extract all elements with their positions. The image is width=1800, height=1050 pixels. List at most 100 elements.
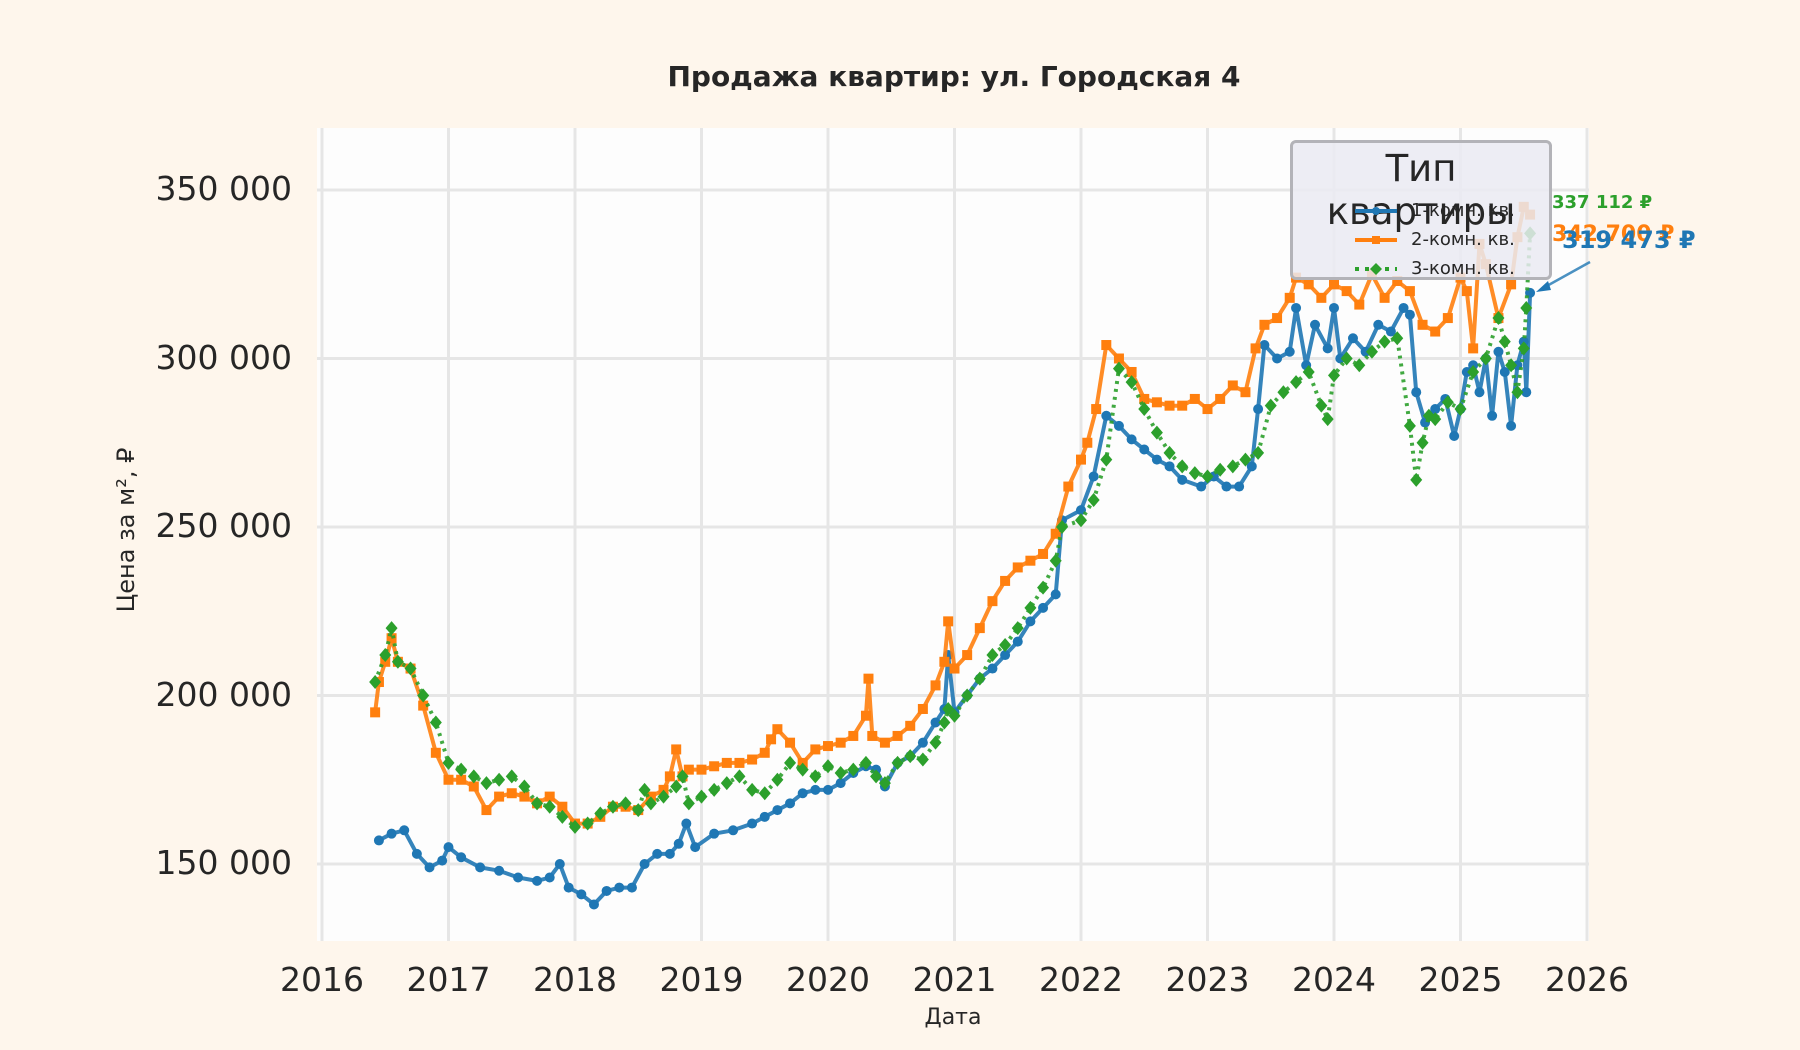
x-tick-label: 2023: [1165, 960, 1250, 999]
data-point-marker: [772, 724, 783, 735]
data-point-marker: [1214, 462, 1227, 477]
data-point-marker: [481, 805, 492, 816]
data-point-marker: [879, 737, 890, 748]
data-point-marker: [519, 791, 530, 802]
data-point-marker: [1430, 326, 1441, 337]
data-point-marker: [532, 875, 543, 886]
data-point-marker: [1410, 472, 1423, 487]
value-annotation: 337 112 ₽: [1552, 192, 1653, 213]
data-point-marker: [1392, 275, 1403, 286]
data-point-marker: [1025, 555, 1036, 566]
data-point-marker: [823, 741, 833, 752]
data-point-marker: [1239, 452, 1252, 467]
data-point-marker: [1506, 279, 1517, 290]
data-point-marker: [1347, 333, 1358, 344]
data-point-marker: [939, 656, 950, 667]
data-point-marker: [905, 720, 916, 731]
data-point-marker: [1277, 385, 1290, 400]
data-point-marker: [411, 848, 422, 859]
data-point-marker: [747, 754, 758, 765]
x-tick-label: 2025: [1418, 960, 1503, 999]
data-point-marker: [1000, 575, 1011, 586]
data-point-marker: [1340, 351, 1353, 366]
data-point-marker: [860, 710, 871, 721]
data-point-marker: [835, 737, 846, 748]
data-point-marker: [682, 796, 695, 811]
data-point-marker: [835, 778, 846, 789]
data-point-marker: [1416, 435, 1429, 450]
data-point-marker: [690, 842, 701, 853]
data-point-marker: [418, 700, 429, 711]
data-point-marker: [657, 789, 670, 804]
data-point-marker: [594, 806, 607, 821]
data-point-marker: [1176, 459, 1189, 474]
data-point-marker: [1188, 466, 1201, 481]
data-point-marker: [1272, 313, 1283, 324]
legend: Тип квартиры 1-комн. кв. 2-комн. кв. 3-к…: [1290, 140, 1552, 280]
data-point-marker: [1202, 404, 1213, 415]
data-point-marker: [1474, 387, 1485, 398]
data-point-marker: [437, 855, 448, 866]
data-point-marker: [987, 596, 998, 607]
data-point-marker: [1316, 292, 1327, 303]
data-point-marker: [391, 654, 404, 669]
data-point-marker: [1303, 279, 1314, 290]
data-point-marker: [1221, 481, 1232, 492]
series-line: [373, 233, 1533, 829]
data-point-marker: [766, 734, 777, 745]
data-point-marker: [1321, 412, 1334, 427]
data-point-marker: [1012, 562, 1023, 573]
data-point-marker: [1087, 493, 1100, 508]
data-point-marker: [695, 789, 708, 804]
data-point-marker: [506, 788, 517, 799]
data-point-marker: [1429, 412, 1442, 427]
data-point-marker: [518, 779, 531, 794]
data-point-marker: [1290, 375, 1303, 390]
data-point-marker: [961, 688, 974, 703]
data-point-marker: [696, 764, 707, 775]
data-point-marker: [1449, 431, 1460, 442]
data-point-marker: [904, 749, 917, 764]
data-point-marker: [626, 882, 637, 893]
data-point-marker: [588, 899, 599, 910]
data-point-marker: [929, 735, 942, 750]
data-point-marker: [493, 772, 506, 787]
data-point-marker: [1353, 358, 1366, 373]
data-point-marker: [917, 737, 928, 748]
data-point-marker: [480, 776, 493, 791]
data-point-marker: [810, 784, 821, 795]
data-point-marker: [720, 776, 733, 791]
data-point-marker: [1511, 385, 1524, 400]
data-point-marker: [974, 623, 985, 634]
data-point-marker: [1493, 346, 1504, 357]
data-point-marker: [1520, 300, 1533, 315]
data-point-marker: [456, 774, 467, 785]
data-point-marker: [863, 673, 874, 684]
data-point-marker: [417, 688, 430, 703]
data-point-marker: [1050, 528, 1061, 539]
data-point-marker: [1252, 445, 1265, 460]
line-square-marker-icon: [1355, 235, 1397, 244]
data-point-marker: [1091, 404, 1102, 415]
data-point-marker: [943, 616, 954, 627]
data-point-marker: [632, 803, 645, 818]
data-point-marker: [999, 637, 1012, 652]
data-point-marker: [772, 805, 783, 816]
data-point-marker: [1341, 286, 1352, 297]
data-point-marker: [1404, 309, 1415, 320]
data-point-marker: [379, 648, 392, 663]
data-point-marker: [676, 769, 689, 784]
data-point-marker: [443, 842, 454, 853]
data-point-marker: [1328, 368, 1340, 383]
data-point-marker: [569, 819, 581, 834]
data-point-marker: [986, 648, 999, 663]
data-point-marker: [949, 663, 960, 674]
data-point-marker: [557, 801, 568, 812]
data-point-marker: [1234, 481, 1245, 492]
data-point-marker: [399, 825, 410, 836]
data-point-marker: [670, 779, 683, 794]
data-point-marker: [734, 757, 745, 768]
x-tick-label: 2026: [1545, 960, 1629, 999]
x-tick-label: 2016: [280, 960, 364, 999]
data-point-marker: [1075, 513, 1087, 528]
